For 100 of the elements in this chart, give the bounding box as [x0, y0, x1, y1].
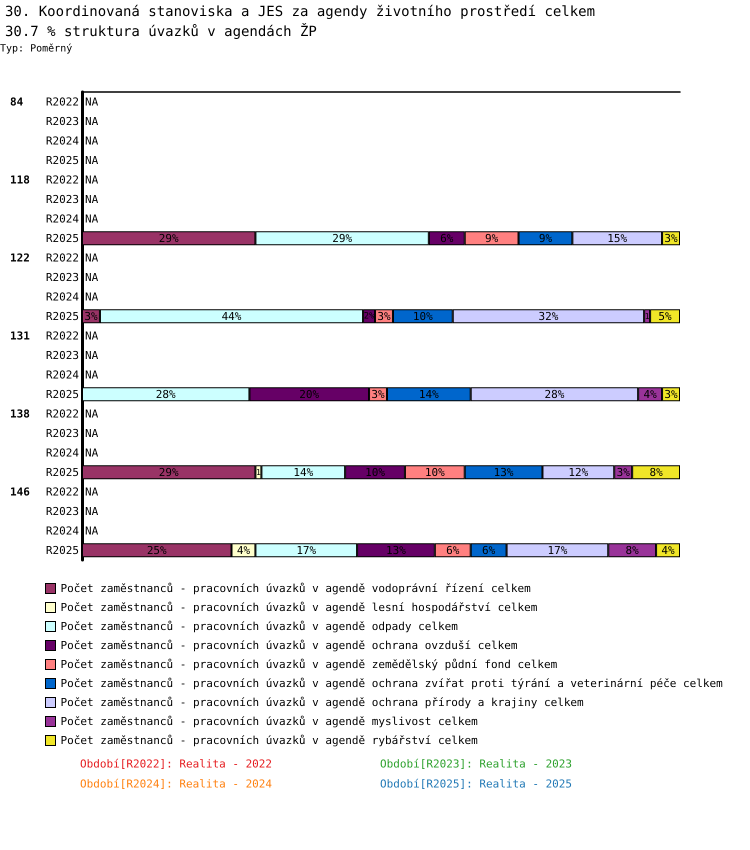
text: NA [85, 114, 98, 128]
y-tick-label: R2025 [46, 310, 79, 323]
text: 122 [10, 251, 30, 264]
data-label: 6% [440, 232, 454, 245]
y-tick-label: R2025 [46, 232, 79, 245]
data-label: 1 [644, 312, 650, 321]
y-tick-label: R2022 [46, 407, 79, 420]
text: NA [85, 251, 98, 264]
text: 84 [10, 95, 24, 108]
data-label: 3% [664, 388, 678, 401]
y-tick-label: R2024 [46, 368, 80, 382]
y-tick-label: R2022 [46, 173, 79, 186]
data-label: 44% [222, 310, 242, 323]
text: NA [85, 95, 98, 108]
chart-title: 30. Koordinovaná stanoviska a JES za agendy životního prostředí celkem [5, 4, 596, 20]
legend-label: Počet zaměstnanců - pracovních úvazků v agendě ochrana zvířat proti týrání a veterinární péče celkem [60, 677, 724, 690]
data-label: 20% [299, 388, 320, 401]
text: Období[R2024]: Realita - 2024 [80, 778, 272, 790]
text: NA [85, 154, 98, 167]
data-label: 25% [146, 544, 168, 557]
text: NA [85, 290, 98, 304]
y-tick-label: R2025 [46, 154, 79, 167]
legend-label: Počet zaměstnanců - pracovních úvazků v agendě ochrana ovzduší celkem [60, 639, 518, 652]
text: NA [85, 485, 98, 498]
data-label: 9% [485, 232, 499, 245]
legend-label: Počet zaměstnanců - pracovních úvazků v agendě myslivost celkem [60, 715, 478, 728]
data-label: 1 [256, 468, 261, 477]
y-tick-label: R2024 [46, 134, 80, 148]
text: NA [85, 426, 98, 440]
y-tick-label: R2025 [46, 544, 79, 557]
data-label: 32% [538, 310, 559, 323]
text: NA [85, 446, 98, 460]
data-label: 17% [547, 544, 568, 557]
text: NA [85, 329, 98, 342]
text: NA [85, 212, 98, 226]
data-label: 4% [236, 544, 250, 557]
text: NA [85, 270, 98, 284]
text: NA [85, 192, 98, 206]
data-label: 3% [377, 310, 391, 323]
legend-label: Počet zaměstnanců - pracovních úvazků v agendě lesní hospodářství celkem [60, 601, 538, 614]
chart-subtitle: 30.7 % struktura úvazků v agendách ŽP [5, 23, 317, 40]
text: NA [85, 173, 98, 186]
data-label: 14% [293, 466, 314, 479]
y-tick-label: R2022 [46, 329, 79, 342]
data-label: 5% [658, 310, 672, 323]
data-label: 3% [664, 232, 678, 245]
legend-label: Počet zaměstnanců - pracovních úvazků v agendě odpady celkem [60, 620, 458, 633]
data-label: 29% [332, 232, 352, 245]
legend-label: Počet zaměstnanců - pracovních úvazků v agendě rybářství celkem [60, 734, 478, 747]
y-tick-label: R2023 [46, 270, 79, 284]
text: 118 [10, 173, 30, 186]
data-label: 14% [418, 388, 440, 401]
text: 138 [10, 407, 30, 420]
data-label: 9% [538, 232, 552, 245]
y-tick-label: R2025 [46, 466, 79, 479]
data-label: 29% [158, 466, 180, 479]
data-label: 10% [365, 466, 386, 479]
legend-label: Počet zaměstnanců - pracovních úvazků v agendě vodoprávní řízení celkem [60, 582, 532, 595]
text: Typ: Poměrný [0, 44, 72, 54]
data-label: 17% [296, 544, 317, 557]
y-tick-label: R2025 [46, 388, 79, 401]
data-label: 6% [446, 544, 460, 557]
y-tick-label: R2022 [46, 95, 79, 108]
y-tick-label: R2023 [46, 192, 79, 206]
y-tick-label: R2024 [46, 212, 80, 226]
y-tick-label: R2023 [46, 504, 79, 518]
legend-label: Počet zaměstnanců - pracovních úvazků v agendě zemědělský půdní fond celkem [60, 658, 558, 671]
data-label: 8% [626, 544, 640, 557]
y-tick-label: R2023 [46, 348, 79, 362]
data-label: 15% [607, 232, 628, 245]
data-label: 4% [643, 388, 658, 401]
legend-label: Počet zaměstnanců - pracovních úvazků v agendě ochrana přírody a krajiny celkem [60, 696, 584, 709]
text: NA [85, 524, 98, 538]
text: NA [85, 407, 98, 420]
text: Období[R2025]: Realita - 2025 [380, 778, 572, 790]
text: NA [85, 504, 98, 518]
data-label: 2% [364, 311, 376, 322]
text: 146 [10, 485, 30, 498]
y-tick-label: R2023 [46, 426, 79, 440]
y-tick-label: R2024 [46, 290, 80, 304]
text: NA [85, 348, 98, 362]
text: NA [85, 368, 98, 382]
data-label: 10% [412, 310, 434, 323]
data-label: 28% [544, 388, 565, 401]
data-label: 6% [482, 544, 496, 557]
data-label: 12% [568, 466, 589, 479]
text: 131 [10, 329, 30, 342]
text: NA [85, 134, 98, 148]
data-label: 13% [494, 466, 514, 479]
data-label: 3% [84, 310, 98, 323]
data-label: 4% [661, 544, 676, 557]
y-tick-label: R2022 [46, 485, 79, 498]
data-label: 13% [386, 544, 406, 557]
text: Období[R2023]: Realita - 2023 [380, 758, 572, 770]
data-label: 29% [158, 232, 180, 245]
data-label: 28% [156, 388, 176, 401]
data-label: 10% [424, 466, 446, 479]
y-tick-label: R2024 [46, 524, 80, 538]
y-tick-label: R2024 [46, 446, 80, 460]
text: Období[R2022]: Realita - 2022 [80, 758, 272, 770]
